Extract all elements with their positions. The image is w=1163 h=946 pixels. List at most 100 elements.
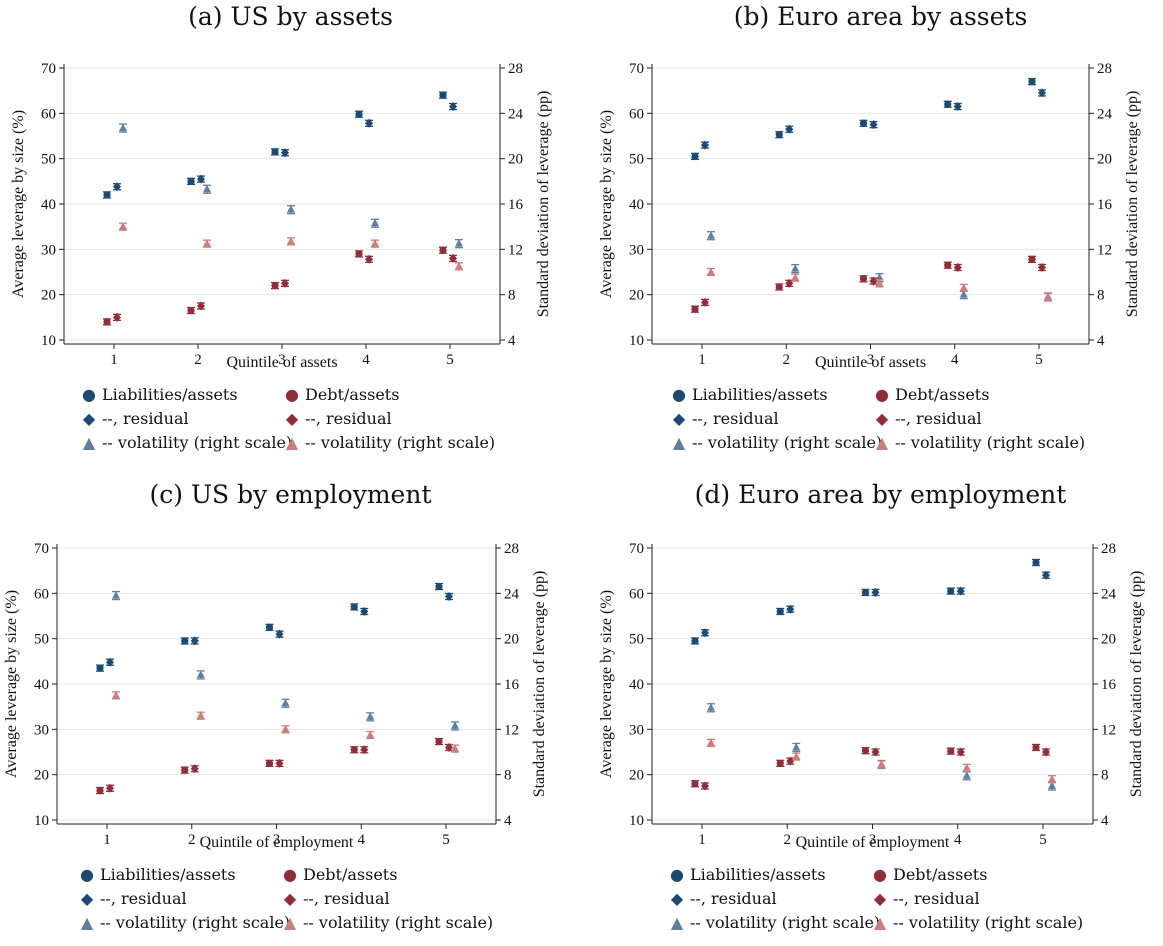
panel-b: (b) Euro area by assets 10 20 30 40 50 60 70 4 8… xyxy=(590,0,1163,468)
data-point xyxy=(956,747,965,757)
y-axis-label: Average leverage by size (%) xyxy=(598,590,615,778)
data-point xyxy=(785,124,794,134)
triangle-marker xyxy=(1044,292,1052,300)
data-point xyxy=(203,184,211,194)
data-point xyxy=(360,606,369,616)
y2-tick-label: 24 xyxy=(1101,586,1117,602)
y-axis-label: Average leverage by size (%) xyxy=(3,590,20,778)
panel-title: (b) Euro area by assets xyxy=(733,2,1028,31)
y2-tick-label: 12 xyxy=(504,722,519,738)
y-tick-label: 50 xyxy=(629,632,644,648)
x-tick-label: 5 xyxy=(1039,832,1047,848)
data-point xyxy=(943,261,952,269)
data-point xyxy=(281,698,290,708)
data-point xyxy=(1038,88,1046,98)
data-point xyxy=(776,607,785,616)
data-point xyxy=(1028,255,1036,263)
x-tick-label: 1 xyxy=(698,832,706,848)
data-point xyxy=(946,587,955,595)
diamond-marker xyxy=(785,124,794,134)
y-tick-label: 20 xyxy=(629,288,644,304)
x-tick-label: 2 xyxy=(194,352,202,368)
circle-marker xyxy=(181,637,189,645)
data-point xyxy=(776,759,785,767)
triangle-marker xyxy=(196,670,205,678)
circle-marker xyxy=(265,623,274,631)
triangle-marker xyxy=(875,273,884,281)
y-tick-label: 40 xyxy=(629,197,644,213)
circle-marker xyxy=(944,100,952,108)
y2-tick-label: 16 xyxy=(1101,677,1117,693)
data-point xyxy=(1032,743,1040,752)
data-point xyxy=(265,623,274,631)
data-point xyxy=(96,664,104,672)
circle-marker xyxy=(350,603,358,611)
circle-marker xyxy=(775,283,783,291)
triangle-marker xyxy=(1048,774,1056,783)
data-point xyxy=(707,231,715,241)
x-axis-label: Quintile of assets xyxy=(815,354,926,371)
diamond-marker xyxy=(365,254,373,264)
y-tick-label: 70 xyxy=(34,541,49,557)
diamond-marker xyxy=(449,102,457,112)
x-tick-label: 4 xyxy=(358,832,366,848)
data-point xyxy=(355,250,363,258)
triangle-marker xyxy=(959,290,968,298)
data-point xyxy=(275,758,284,768)
diamond-marker xyxy=(275,758,284,768)
data-point xyxy=(871,747,880,757)
panel-d: (d) Euro area by employment 10 20 30 40 50 60… xyxy=(590,478,1163,946)
circle-marker xyxy=(859,275,868,283)
diamond-marker xyxy=(106,783,114,793)
circle-marker xyxy=(1028,255,1036,263)
data-point xyxy=(350,746,359,754)
triangle-marker xyxy=(196,711,205,719)
triangle-marker xyxy=(707,231,715,239)
data-point xyxy=(281,278,289,288)
data-point xyxy=(959,283,968,293)
circle-marker xyxy=(1028,78,1036,86)
y2-axis-label: Standard deviation of leverage (pp) xyxy=(531,571,548,798)
circle-marker xyxy=(435,582,443,591)
data-point xyxy=(877,759,886,769)
data-point xyxy=(106,783,114,793)
circle-marker xyxy=(947,747,955,755)
diamond-marker xyxy=(190,636,199,646)
y-tick-label: 60 xyxy=(41,106,56,122)
y-tick-label: 40 xyxy=(41,197,56,213)
y2-tick-label: 8 xyxy=(1097,288,1105,304)
triangle-marker xyxy=(875,278,884,287)
circle-marker xyxy=(691,637,699,645)
data-point xyxy=(1042,747,1050,757)
triangle-marker xyxy=(287,236,295,245)
data-point xyxy=(371,218,379,228)
y-tick-label: 10 xyxy=(41,333,56,349)
y-tick-label: 10 xyxy=(34,813,49,829)
circle-marker xyxy=(271,282,279,290)
diamond-marker xyxy=(1038,88,1046,98)
data-point xyxy=(775,283,784,291)
y-tick-label: 10 xyxy=(629,333,644,349)
y-tick-label: 60 xyxy=(34,586,49,602)
y2-axis-label: Standard deviation of leverage (pp) xyxy=(535,91,552,318)
y-tick-label: 10 xyxy=(629,813,644,829)
circle-marker xyxy=(187,306,195,315)
x-axis-label: Quintile of assets xyxy=(226,354,337,371)
y2-tick-label: 4 xyxy=(504,813,512,829)
data-point xyxy=(197,174,205,184)
y2-tick-label: 4 xyxy=(1101,813,1109,829)
y-tick-label: 20 xyxy=(629,768,644,784)
triangle-marker xyxy=(366,730,375,738)
y-tick-label: 70 xyxy=(629,541,644,557)
data-point xyxy=(871,587,880,597)
data-point xyxy=(861,746,870,755)
triangle-marker xyxy=(112,690,120,699)
x-tick-label: 3 xyxy=(869,832,877,848)
data-point xyxy=(691,305,699,313)
circle-marker xyxy=(1032,558,1040,567)
data-point xyxy=(435,582,443,591)
data-point xyxy=(775,130,784,139)
